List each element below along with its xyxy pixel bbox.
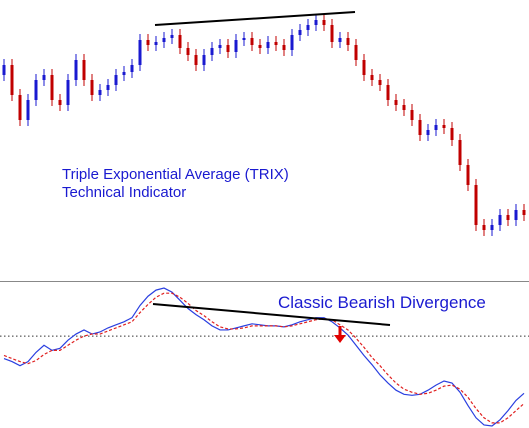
candle-body — [218, 45, 222, 48]
candle-body — [442, 125, 446, 128]
candle-body — [474, 185, 478, 225]
candle-body — [370, 75, 374, 80]
candle-body — [74, 60, 78, 80]
candle-body — [490, 225, 494, 230]
candle-body — [514, 210, 518, 220]
series-line — [3, 292, 525, 424]
candle-body — [522, 210, 526, 215]
annotation: Classic Bearish Divergence — [278, 293, 486, 312]
candle-body — [402, 105, 406, 110]
candle-body — [50, 75, 54, 100]
candle-body — [346, 38, 350, 45]
candle-body — [58, 100, 62, 105]
annotation: Triple Exponential Average (TRIX) — [62, 166, 289, 183]
candle-body — [458, 140, 462, 165]
candle-body — [266, 42, 270, 48]
candle-body — [98, 90, 102, 95]
candle-body — [178, 35, 182, 48]
candle-body — [258, 45, 262, 48]
candle-body — [18, 95, 22, 120]
candle-body — [482, 225, 486, 230]
candle-body — [338, 38, 342, 42]
candle-body — [210, 48, 214, 55]
annotation: Technical Indicator — [62, 184, 186, 201]
trend-line — [154, 11, 356, 26]
candle-body — [162, 38, 166, 42]
candle-body — [410, 110, 414, 120]
candle-body — [146, 40, 150, 45]
candle-body — [314, 20, 318, 25]
candle-body — [170, 35, 174, 38]
candle-body — [106, 85, 110, 90]
arrow — [334, 326, 346, 343]
candle-body — [322, 20, 326, 25]
plot — [0, 14, 529, 427]
candle-body — [82, 60, 86, 80]
candle-body — [354, 45, 358, 60]
candle-body — [130, 65, 134, 72]
candle-body — [226, 45, 230, 52]
trend-line — [152, 303, 391, 326]
candle-body — [274, 42, 278, 45]
arrow-head — [334, 335, 346, 343]
candle-body — [466, 165, 470, 185]
candle-body — [66, 80, 70, 105]
candle-body — [450, 128, 454, 140]
candle-body — [186, 48, 190, 55]
series-line — [3, 287, 525, 427]
candle-body — [202, 55, 206, 65]
candle-body — [42, 75, 46, 80]
candle-body — [506, 215, 510, 220]
candle-body — [2, 65, 6, 75]
candle-body — [386, 85, 390, 100]
candle-body — [250, 38, 254, 45]
candle-body — [26, 100, 30, 120]
candle-body — [362, 60, 366, 75]
candle-body — [426, 130, 430, 135]
candle-body — [298, 30, 302, 35]
candle-body — [114, 75, 118, 85]
candle-body — [194, 55, 198, 65]
candle-body — [330, 25, 334, 42]
candle-body — [378, 80, 382, 85]
candle-body — [10, 65, 14, 95]
candle-body — [34, 80, 38, 100]
candle-body — [434, 125, 438, 130]
candle-body — [282, 45, 286, 50]
candle-body — [138, 40, 142, 65]
candle-body — [234, 40, 238, 52]
candle-body — [306, 25, 310, 30]
candle-body — [90, 80, 94, 95]
candle-body — [498, 215, 502, 225]
candle-body — [122, 72, 126, 75]
candle-body — [290, 35, 294, 50]
candle-body — [394, 100, 398, 105]
candle-body — [154, 42, 158, 45]
candle-body — [242, 38, 246, 40]
candle-body — [418, 120, 422, 135]
